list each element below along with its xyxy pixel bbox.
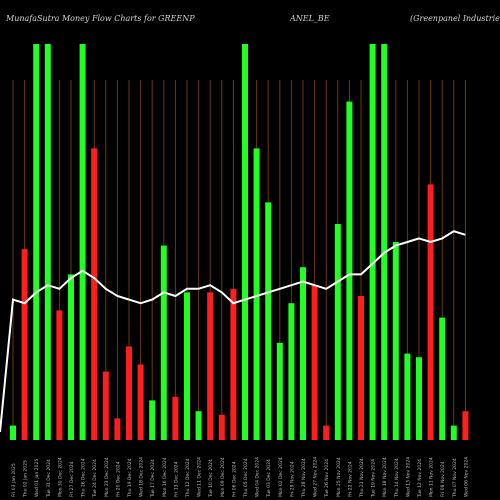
x-tick-label: Thu 02 Jan 2025 [23,460,29,498]
bar [450,425,457,440]
bar [288,303,295,440]
bar [91,148,98,440]
x-tick-label: Fri 08 Nov 2024 [440,461,446,497]
bar [44,44,51,440]
bar-series [10,44,469,440]
x-tick-label: Thu 19 Dec 2024 [127,458,133,498]
x-tick-label: Thu 28 Nov 2024 [301,458,307,498]
x-tick-label: Tue 17 Dec 2024 [150,459,156,498]
money-flow-line [0,230,466,433]
x-tick-label: Wed 11 Dec 2024 [197,457,203,497]
x-tick-label: Tue 24 Dec 2024 [92,459,98,498]
bar [381,44,388,440]
x-tick-label: Thu 12 Dec 2024 [185,458,191,498]
x-tick-label: Wed 13 Nov 2024 [405,457,411,497]
chart-title-middle: ANEL_BE [290,14,330,23]
chart-title-left: MunafaSutra Money Flow Charts for GREENP [6,14,195,23]
bar [172,396,179,440]
bar [56,310,63,440]
x-tick-label: Wed 04 Dec 2024 [255,457,261,497]
bar [68,274,74,440]
x-tick-label: Fri 06 Dec 2024 [231,461,237,497]
x-tick-label: Fri 03 Jan 2025 [11,463,17,497]
bar [462,411,469,440]
bar [184,292,190,440]
bar [253,148,260,440]
x-tick-label: Fri 20 Dec 2024 [115,461,121,497]
x-tick-label: Mon 30 Dec 2024 [57,457,63,497]
x-tick-label: Fri 13 Dec 2024 [173,461,179,497]
bar [358,296,364,440]
x-tick-label: Tue 26 Nov 2024 [324,459,330,498]
bar [242,44,248,440]
x-tick-label: Mon 11 Nov 2024 [429,457,435,497]
x-tick-label: Tue 12 Nov 2024 [417,459,423,498]
bar [300,267,306,440]
bar [416,357,422,440]
bar [10,425,16,440]
x-tick-label: Mon 18 Nov 2024 [382,457,388,497]
x-tick-label: Mon 23 Dec 2024 [104,457,110,497]
x-tick-label: Thu 26 Dec 2024 [81,458,87,498]
x-tick-label: Mon 09 Dec 2024 [220,457,226,497]
bar [137,364,144,440]
x-tick-label: Wed 01 Jan 2025 [34,459,40,497]
bar [160,245,167,440]
bar [427,184,434,440]
bar [392,242,399,440]
bar [346,101,353,440]
x-tick-label: Mon 25 Nov 2024 [336,457,342,497]
x-tick-label: Tue 31 Dec 2024 [46,459,52,498]
bar [126,346,132,440]
x-tick-label: Thu 14 Nov 2024 [394,458,400,498]
bar [334,224,341,440]
bar [404,353,411,440]
bar [102,371,109,440]
x-tick-label: Mon 16 Dec 2024 [162,457,168,497]
bar [207,292,214,440]
bar [230,288,237,440]
x-tick-label: Tue 10 Dec 2024 [208,459,214,498]
bar [323,425,330,440]
bar [218,414,225,440]
x-tick-label: Wed 18 Dec 2024 [139,457,145,497]
x-tick-label: Fri 29 Nov 2024 [289,461,295,497]
x-tick-label: Fri 27 Dec 2024 [69,461,75,497]
chart-title-right: (Greenpanel Industries Lt [410,14,500,23]
bar [33,44,40,440]
bar [311,285,318,440]
x-tick-label: Thu 21 Nov 2024 [359,458,365,498]
x-tick-label: Tue 03 Dec 2024 [266,459,272,498]
x-tick-label: Mon 02 Dec 2024 [278,457,284,497]
x-tick-label: Wed 06 Nov 2024 [463,457,469,497]
bar [21,249,28,440]
bar [195,411,202,440]
x-axis-labels: Fri 03 Jan 2025 Thu 02 Jan 2025 Wed 01 Jan… [11,457,469,498]
bar [79,44,86,440]
bar [439,317,446,440]
bar [149,400,156,440]
bar [114,418,121,440]
x-tick-label: Fri 22 Nov 2024 [347,461,353,497]
bar [369,44,376,440]
x-tick-label: Tue 19 Nov 2024 [371,459,377,498]
bar [276,342,283,440]
bar [265,202,272,440]
x-tick-label: Thu 05 Dec 2024 [243,458,249,498]
x-tick-label: Wed 27 Nov 2024 [313,457,319,497]
x-tick-label: Thu 07 Nov 2024 [452,458,458,498]
